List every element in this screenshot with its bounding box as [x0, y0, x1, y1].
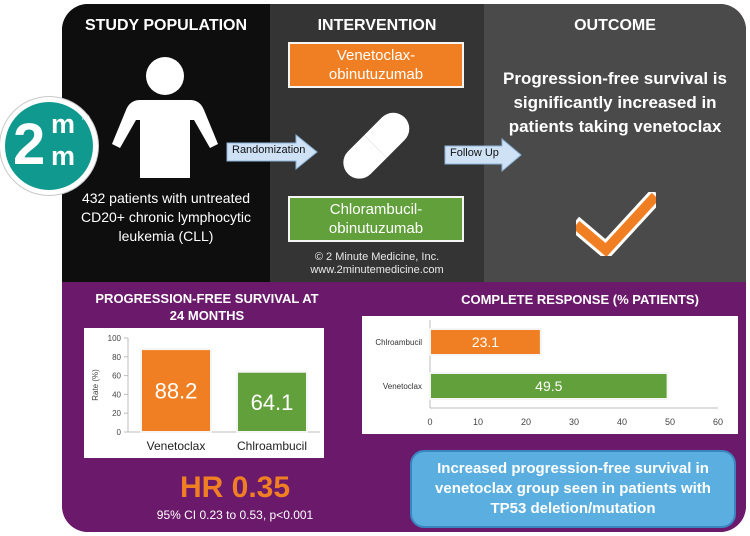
chlorambucil-arm-box: Chlorambucil-obinutuzumab [288, 196, 464, 242]
2-minute-medicine-logo: 2 m m TM [0, 97, 98, 195]
y-tick-label: 80 [112, 353, 121, 362]
copyright-text: © 2 Minute Medicine, Inc. www.2minutemed… [270, 251, 484, 277]
x-tick-label: 20 [521, 417, 531, 427]
logo-letter-top: m [51, 109, 76, 139]
checkmark-icon [576, 192, 656, 256]
confidence-interval: 95% CI 0.23 to 0.53, p<0.001 [156, 508, 314, 522]
trademark-mark: TM [81, 116, 90, 122]
study-population-title: STUDY POPULATION [84, 17, 248, 34]
x-tick-label: 40 [617, 417, 627, 427]
venetoclax-arm-label: Venetoclax-obinutuzumab [328, 47, 424, 83]
bar-venetoclax [140, 348, 212, 433]
hbar-value-label: 49.5 [535, 378, 562, 394]
hbar-chlroambucil [429, 328, 542, 356]
y-category-label: Chlroambucil [375, 338, 422, 347]
logo-badge: 2 m m TM [5, 102, 93, 190]
website-line: www.2minutemedicine.com [310, 264, 444, 276]
outcome-title: OUTCOME [574, 17, 656, 34]
y-category-label: Venetoclax [383, 382, 422, 391]
y-tick-label: 60 [112, 372, 121, 381]
hbar-venetoclax [429, 372, 669, 400]
person-icon [112, 57, 218, 178]
y-tick-label: 0 [117, 428, 122, 437]
bar-value-label: 64.1 [251, 390, 294, 415]
x-tick-label: 60 [713, 417, 723, 427]
y-tick-label: 40 [112, 390, 121, 399]
outcome-panel: OUTCOME Progression-free survival is sig… [484, 4, 746, 282]
pill-icon [343, 112, 410, 179]
hbar-value-label: 23.1 [472, 334, 499, 350]
intervention-title: INTERVENTION [317, 17, 437, 34]
x-tick-label: 10 [473, 417, 483, 427]
cr-chart-area: 0 10 20 30 40 50 60 23.1 Chlroambucil 49.5 Venetoc… [362, 316, 738, 434]
y-axis-label: Rate (%) [91, 369, 100, 401]
pfs-chart-area: 0 20 40 60 80 100 Rate (%) 88.2 Venetoclax 64.1 Ch… [84, 328, 324, 458]
copyright-line: © 2 Minute Medicine, Inc. [314, 251, 440, 263]
randomization-arrow: Randomization [226, 134, 318, 170]
x-tick-label: 0 [427, 417, 432, 427]
hazard-ratio: HR 0.35 [179, 471, 291, 504]
pfs-chart-title: PROGRESSION-FREE SURVIVAL AT 24 MONTHS [95, 291, 319, 323]
chlorambucil-arm-label: Chlorambucil-obinutuzumab [328, 201, 424, 237]
venetoclax-arm-box: Venetoclax-obinutuzumab [288, 42, 464, 88]
tp53-note: Increased progression-free survival in v… [410, 450, 736, 528]
bar-value-label: 88.2 [155, 379, 198, 404]
follow-up-arrow: Follow Up [444, 138, 522, 172]
follow-up-label: Follow Up [450, 147, 499, 159]
cr-chart-title: COMPLETE RESPONSE (% PATIENTS) [461, 292, 699, 307]
pfs-bar-chart: 0 20 40 60 80 100 Rate (%) 88.2 Venetoclax 64.1 Ch… [91, 334, 320, 453]
arrow-right-icon [444, 138, 522, 172]
tp53-note-text: Increased progression-free survival in v… [435, 460, 711, 517]
cr-bar-chart: 0 10 20 30 40 50 60 23.1 Chlroambucil 49.5 Venetoc… [375, 320, 723, 427]
logo-number: 2 [13, 112, 46, 177]
outcome-description: Progression-free survival is significant… [503, 69, 727, 136]
randomization-label: Randomization [232, 144, 306, 156]
bar-chlroambucil [236, 370, 308, 433]
x-category-label: Venetoclax [147, 439, 206, 453]
y-tick-label: 100 [108, 334, 122, 343]
population-description: 432 patients with untreated CD20+ chroni… [80, 190, 251, 244]
x-tick-label: 30 [569, 417, 579, 427]
x-category-label: Chlroambucil [237, 439, 307, 453]
x-tick-label: 50 [665, 417, 675, 427]
arrow-right-icon [226, 134, 318, 170]
logo-letter-bottom: m [51, 141, 76, 171]
intervention-panel: INTERVENTION Venetoclax-obinutuzumab Chl… [270, 4, 484, 282]
y-tick-label: 20 [112, 409, 121, 418]
